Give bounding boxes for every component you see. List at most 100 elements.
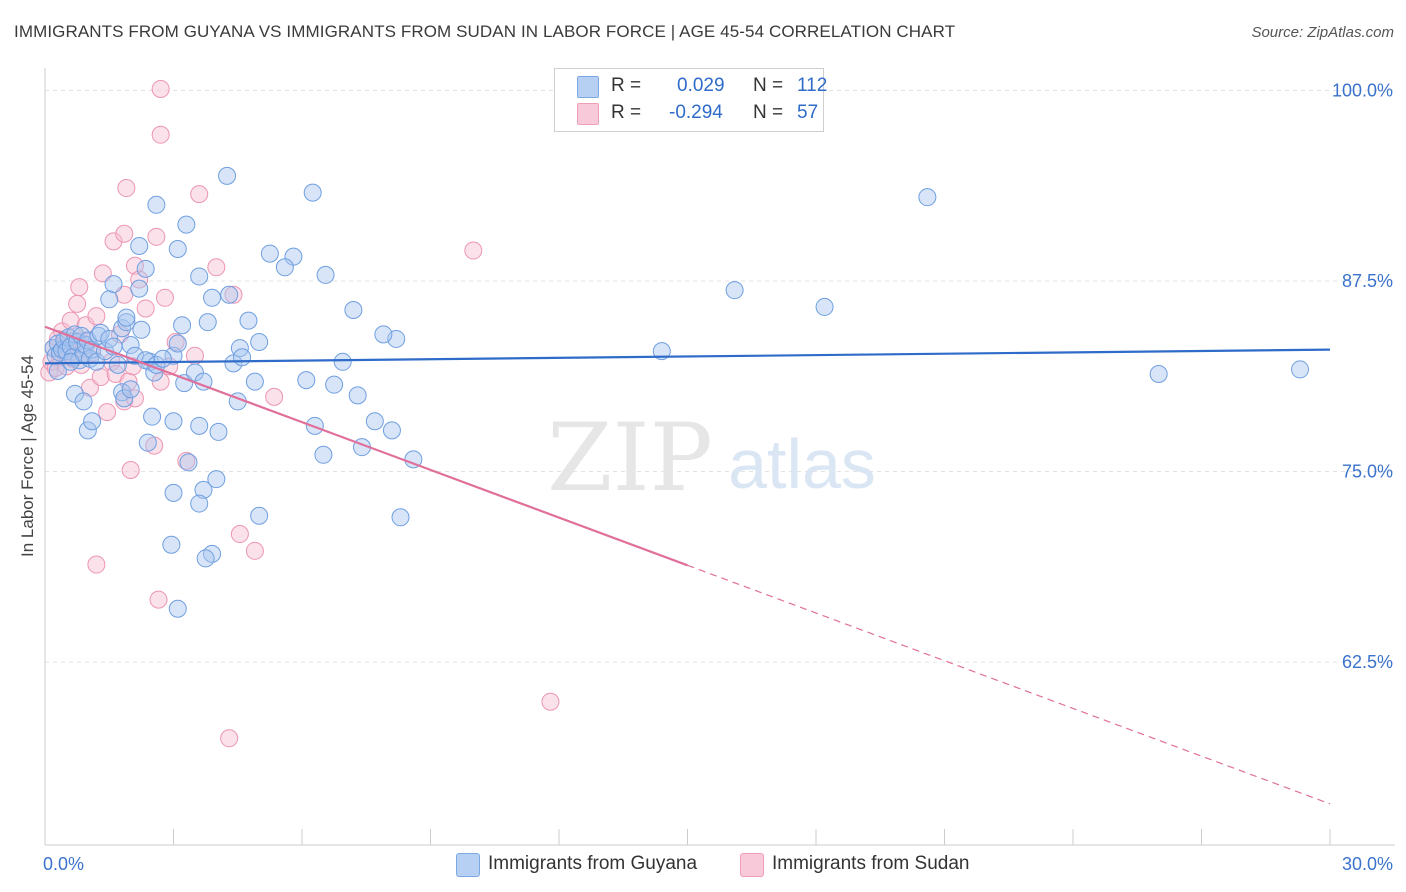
chart-title: IMMIGRANTS FROM GUYANA VS IMMIGRANTS FRO… bbox=[14, 22, 956, 41]
guyana-point bbox=[203, 288, 222, 307]
sudan-point bbox=[117, 179, 136, 198]
watermark: ZIP atlas bbox=[547, 404, 876, 513]
guyana-point bbox=[179, 453, 198, 472]
axes bbox=[44, 68, 1395, 846]
guyana-point bbox=[168, 599, 187, 618]
sudan-point bbox=[98, 403, 117, 422]
guyana-point bbox=[209, 422, 228, 441]
guyana-point bbox=[344, 300, 363, 319]
guyana-point bbox=[250, 506, 269, 525]
sudan-point bbox=[91, 368, 110, 387]
guyana-point bbox=[275, 258, 294, 277]
guyana-point bbox=[130, 279, 149, 298]
sudan-point bbox=[224, 285, 243, 304]
legend-n-label: N = bbox=[753, 102, 784, 123]
guyana-point bbox=[190, 494, 209, 513]
guyana-point bbox=[218, 166, 237, 185]
guyana-point bbox=[117, 313, 136, 332]
gridlines bbox=[45, 89, 1395, 663]
watermark-atlas: atlas bbox=[728, 425, 876, 503]
guyana-legend-label: Immigrants from Guyana bbox=[488, 853, 698, 874]
sudan-point bbox=[68, 294, 87, 313]
guyana-point bbox=[117, 308, 136, 327]
legend-r-label: R = bbox=[611, 102, 642, 123]
sudan-point bbox=[87, 555, 106, 574]
guyana-point bbox=[74, 392, 93, 411]
sudan-point bbox=[115, 224, 134, 243]
guyana-point bbox=[104, 275, 123, 294]
guyana-point bbox=[374, 325, 393, 344]
guyana-point bbox=[147, 195, 166, 214]
guyana-point bbox=[348, 386, 367, 405]
legend-r-label: R = bbox=[611, 75, 642, 96]
guyana-point bbox=[138, 433, 157, 452]
guyana-point bbox=[391, 508, 410, 527]
guyana-point bbox=[153, 349, 172, 368]
sudan-trend-line bbox=[44, 325, 688, 567]
sudan-point bbox=[464, 241, 483, 260]
guyana-point bbox=[132, 320, 151, 339]
guyana-legend-swatch bbox=[456, 853, 480, 877]
guyana-point bbox=[918, 188, 937, 207]
guyana-point bbox=[83, 412, 102, 431]
y-tick-label: 87.5% bbox=[1342, 271, 1393, 291]
guyana-point bbox=[207, 470, 226, 489]
guyana-point bbox=[173, 316, 192, 335]
trend-lines bbox=[44, 325, 1331, 805]
guyana-point bbox=[130, 236, 149, 255]
guyana-point bbox=[194, 480, 213, 499]
guyana-point bbox=[725, 281, 744, 300]
guyana-point bbox=[168, 240, 187, 259]
legend-n-value: 57 bbox=[797, 102, 819, 123]
guyana-swatch bbox=[577, 76, 599, 98]
sudan-point bbox=[151, 79, 170, 98]
guyana-point bbox=[61, 352, 80, 371]
sudan-point bbox=[147, 227, 166, 246]
guyana-point bbox=[239, 311, 258, 330]
guyana-point bbox=[121, 336, 140, 355]
sudan-point bbox=[130, 270, 149, 289]
guyana-point bbox=[314, 445, 333, 464]
legend-n-label: N = bbox=[753, 75, 784, 96]
guyana-point bbox=[143, 407, 162, 426]
y-tick-label: 75.0% bbox=[1342, 462, 1393, 482]
guyana-point bbox=[89, 326, 108, 345]
guyana-point bbox=[164, 483, 183, 502]
guyana-point bbox=[233, 348, 252, 367]
legend-n-value: 112 bbox=[797, 75, 828, 96]
guyana-point bbox=[164, 412, 183, 431]
sudan-point bbox=[155, 288, 174, 307]
sudan-point bbox=[119, 372, 138, 391]
guyana-point bbox=[121, 380, 140, 399]
sudan-point bbox=[149, 590, 168, 609]
sudan-points bbox=[40, 79, 560, 748]
sudan-point bbox=[245, 541, 264, 560]
sudan-trend-extension bbox=[687, 564, 1331, 805]
sudan-swatch bbox=[577, 103, 599, 125]
guyana-point bbox=[162, 535, 181, 554]
guyana-point bbox=[316, 265, 335, 284]
guyana-point bbox=[190, 267, 209, 286]
guyana-point bbox=[382, 421, 401, 440]
guyana-point bbox=[297, 371, 316, 390]
guyana-point bbox=[115, 389, 134, 408]
sudan-point bbox=[230, 525, 249, 544]
guyana-point bbox=[203, 544, 222, 563]
y-axis-label: In Labor Force | Age 45-54 bbox=[18, 355, 37, 557]
guyana-point bbox=[365, 412, 384, 431]
sudan-point bbox=[93, 264, 112, 283]
y-tick-label: 100.0% bbox=[1332, 80, 1393, 100]
sudan-legend-swatch bbox=[740, 853, 764, 877]
sudan-point bbox=[190, 185, 209, 204]
guyana-point bbox=[1291, 360, 1310, 379]
guyana-points bbox=[44, 166, 1310, 618]
x-tick-label: 30.0% bbox=[1342, 854, 1393, 874]
tick-labels: 62.5% 75.0% 87.5% 100.0% 0.0% 30.0% bbox=[43, 80, 1393, 874]
sudan-point bbox=[136, 299, 155, 318]
legend-r-value: -0.294 bbox=[669, 102, 723, 123]
guyana-point bbox=[250, 332, 269, 351]
sudan-point bbox=[87, 307, 106, 326]
guyana-point bbox=[198, 313, 217, 332]
guyana-point bbox=[177, 215, 196, 234]
guyana-point bbox=[325, 375, 344, 394]
